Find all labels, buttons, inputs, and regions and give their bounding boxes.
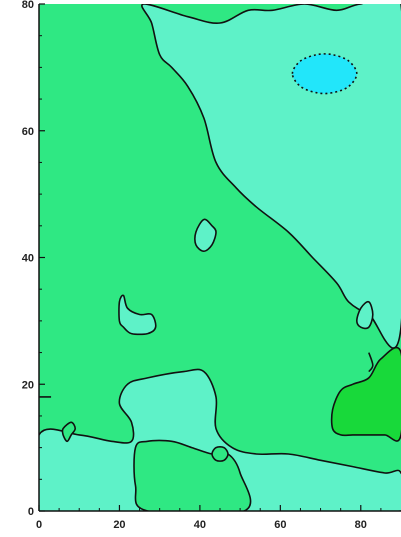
x-tick-label: 0 — [36, 519, 42, 531]
contour-region-low-3 — [194, 218, 217, 253]
x-tick-label: 80 — [355, 519, 367, 531]
x-axis-ticks: 0 20 40 60 80 — [36, 505, 382, 531]
contour-regions — [39, 4, 401, 511]
y-tick-label: 60 — [22, 126, 34, 138]
contour-region-min-9 — [291, 53, 358, 95]
y-tick-label: 40 — [22, 253, 34, 265]
contour-line-1 — [368, 352, 374, 373]
contour-region-high-8 — [330, 346, 401, 442]
contour-region-low-4 — [355, 300, 374, 330]
x-tick-label: 60 — [274, 519, 286, 531]
x-tick-label: 40 — [194, 519, 206, 531]
x-tick-label: 20 — [113, 519, 125, 531]
y-tick-label: 0 — [28, 506, 34, 518]
y-tick-label: 80 — [22, 0, 34, 11]
y-tick-label: 20 — [22, 379, 34, 391]
contour-region-mid-7 — [211, 446, 229, 462]
contour-region-mid-6 — [61, 421, 77, 443]
y-axis-ticks: 0 20 40 60 80 — [22, 0, 45, 518]
contour-open-lines — [39, 352, 374, 398]
contour-region-low-2 — [118, 294, 157, 336]
contour-region-low-1 — [39, 368, 401, 511]
